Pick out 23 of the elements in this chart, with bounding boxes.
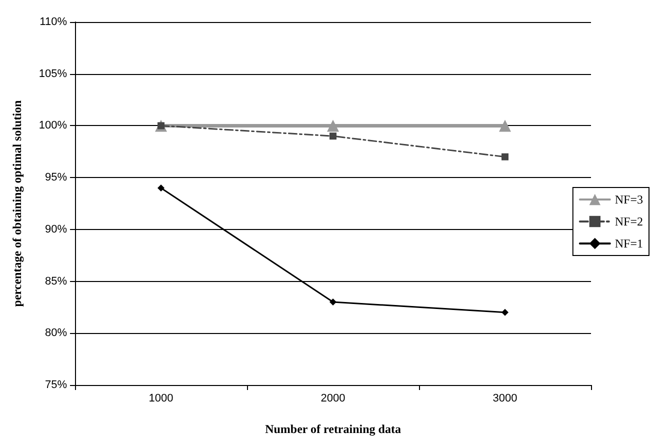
- point: [158, 184, 164, 192]
- point: [502, 308, 508, 316]
- point: [502, 153, 508, 160]
- y-tick-label: 95%: [44, 172, 68, 184]
- y-tick-label: 80%: [44, 327, 68, 340]
- legend-label: NF=1: [614, 236, 643, 250]
- y-tick-label: 75%: [44, 379, 68, 391]
- y-axis-title: percentage of obtaining optimal solution: [10, 100, 24, 307]
- legend-label: NF=2: [614, 214, 643, 228]
- y-tick-label: 100%: [38, 120, 68, 132]
- point: [327, 120, 339, 132]
- legend-label: NF=3: [614, 192, 643, 206]
- y-tick-label: 110%: [40, 16, 68, 28]
- point: [330, 298, 336, 306]
- y-tick-label: 105%: [38, 68, 68, 80]
- x-tick-label: 1000: [148, 392, 174, 404]
- y-tick-label: 85%: [44, 275, 68, 288]
- point: [330, 132, 336, 140]
- x-axis-title: Number of retraining data: [265, 422, 401, 436]
- x-tick-label: 3000: [492, 392, 518, 404]
- point: [499, 120, 511, 132]
- y-tick-label: 90%: [44, 223, 68, 236]
- x-tick-label: 2000: [320, 392, 346, 404]
